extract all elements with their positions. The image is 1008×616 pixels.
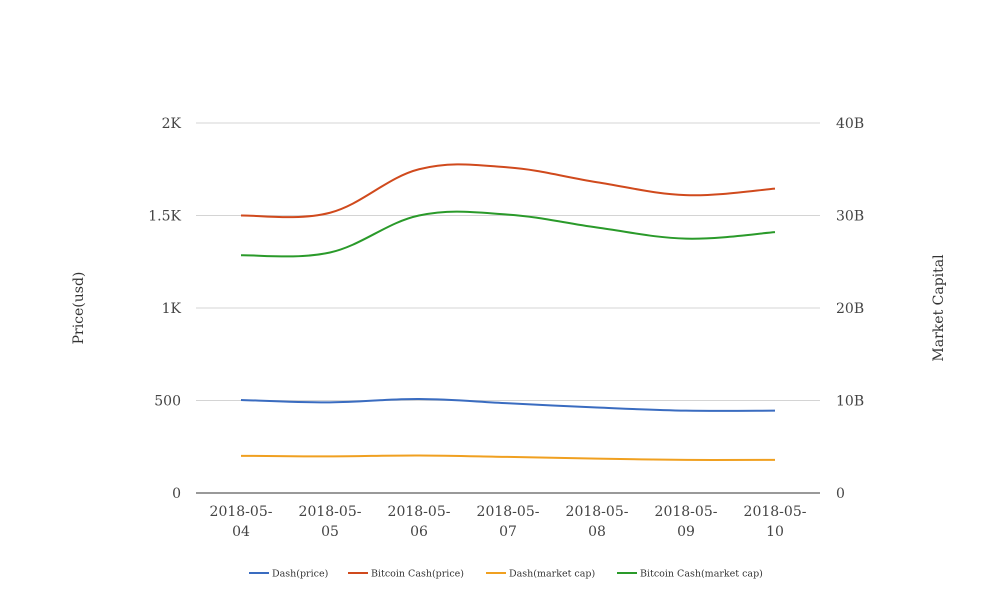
x-tick-label-line: 05 — [321, 524, 339, 540]
x-tick-label: 2018-05- 09 — [655, 504, 718, 540]
x-tick-label-line: 2018-05- — [655, 504, 718, 520]
series-line-4 — [240, 210, 776, 258]
legend-label: Dash(market cap) — [509, 569, 595, 580]
x-tick-label-line: 09 — [677, 524, 695, 540]
x-tick-label-line: 06 — [410, 524, 428, 540]
legend: Dash(price) Bitcoin Cash(price) Dash(marke… — [249, 569, 763, 580]
legend-item[interactable]: Bitcoin Cash(price) — [348, 569, 464, 580]
x-tick-label-line: 2018-05- — [566, 504, 629, 520]
legend-label: Bitcoin Cash(price) — [371, 569, 464, 580]
x-tick-label-line: 04 — [232, 524, 250, 540]
left-tick-label: 500 — [154, 394, 181, 410]
x-tick-label-line: 2018-05- — [477, 504, 540, 520]
left-axis-ticks: 0 500 1K 1.5K 2K — [148, 116, 181, 502]
x-tick-label: 2018-05- 10 — [744, 504, 807, 540]
series-line-1 — [240, 398, 776, 412]
x-tick-label-line: 10 — [766, 524, 784, 540]
x-tick-label: 2018-05- 04 — [210, 504, 273, 540]
right-tick-label: 20B — [836, 301, 864, 317]
x-tick-label-line: 07 — [499, 524, 517, 540]
x-tick-label-line: 2018-05- — [299, 504, 362, 520]
legend-item[interactable]: Dash(market cap) — [486, 569, 595, 580]
x-tick-label: 2018-05- 05 — [299, 504, 362, 540]
right-tick-label: 10B — [836, 394, 864, 410]
x-tick-label-line: 2018-05- — [744, 504, 807, 520]
x-tick-label: 2018-05- 06 — [388, 504, 451, 540]
left-tick-label: 1K — [162, 301, 182, 317]
x-axis-ticks: 2018-05- 04 2018-05- 05 2018-05- 06 2018-05- 07… — [210, 504, 807, 540]
grid-lines — [196, 122, 820, 401]
right-axis-ticks: 0 10B 20B 30B 40B — [836, 116, 864, 502]
legend-label: Dash(price) — [272, 569, 328, 580]
left-axis-title: Price(usd) — [71, 272, 87, 345]
legend-label: Bitcoin Cash(market cap) — [640, 569, 763, 580]
right-tick-label: 40B — [836, 116, 864, 132]
legend-item[interactable]: Bitcoin Cash(market cap) — [617, 569, 763, 580]
series-line-3 — [240, 454, 776, 461]
left-tick-label: 1.5K — [148, 209, 181, 225]
x-tick-label-line: 08 — [588, 524, 606, 540]
x-tick-label: 2018-05- 07 — [477, 504, 540, 540]
right-axis-title: Market Capital — [931, 254, 947, 362]
x-tick-label-line: 2018-05- — [388, 504, 451, 520]
x-tick-label: 2018-05- 08 — [566, 504, 629, 540]
x-tick-label-line: 2018-05- — [210, 504, 273, 520]
right-tick-label: 30B — [836, 209, 864, 225]
legend-item[interactable]: Dash(price) — [249, 569, 328, 580]
series-line-2 — [240, 163, 776, 219]
series-lines — [240, 163, 776, 461]
left-tick-label: 2K — [162, 116, 182, 132]
right-tick-label: 0 — [836, 486, 845, 502]
left-tick-label: 0 — [172, 486, 181, 502]
